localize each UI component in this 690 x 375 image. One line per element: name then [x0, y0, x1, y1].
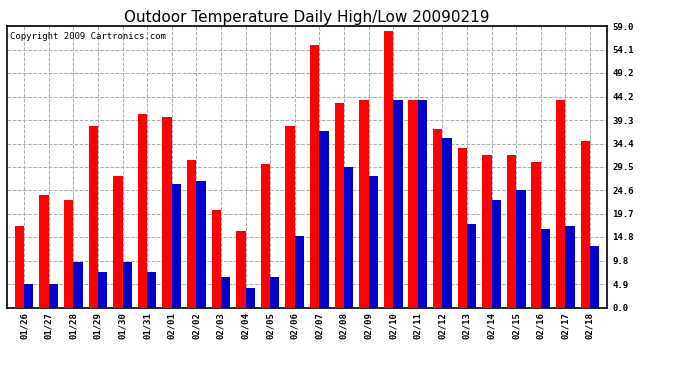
- Bar: [368, 176, 378, 308]
- Bar: [442, 138, 452, 308]
- Bar: [187, 160, 197, 308]
- Bar: [433, 129, 442, 308]
- Bar: [393, 100, 402, 308]
- Bar: [457, 148, 467, 308]
- Bar: [359, 100, 368, 308]
- Bar: [138, 114, 147, 308]
- Bar: [236, 231, 246, 308]
- Bar: [98, 272, 107, 308]
- Title: Outdoor Temperature Daily High/Low 20090219: Outdoor Temperature Daily High/Low 20090…: [124, 10, 490, 25]
- Bar: [24, 284, 34, 308]
- Bar: [556, 100, 565, 308]
- Bar: [221, 276, 230, 308]
- Bar: [39, 195, 49, 308]
- Bar: [49, 284, 58, 308]
- Bar: [417, 100, 427, 308]
- Bar: [113, 176, 123, 308]
- Bar: [64, 200, 73, 308]
- Bar: [286, 126, 295, 308]
- Bar: [590, 246, 600, 308]
- Bar: [212, 210, 221, 308]
- Bar: [335, 102, 344, 308]
- Bar: [507, 155, 516, 308]
- Bar: [482, 155, 491, 308]
- Bar: [147, 272, 157, 308]
- Bar: [73, 262, 83, 308]
- Bar: [123, 262, 132, 308]
- Text: Copyright 2009 Cartronics.com: Copyright 2009 Cartronics.com: [10, 32, 166, 41]
- Bar: [541, 229, 550, 308]
- Bar: [295, 236, 304, 308]
- Bar: [162, 117, 172, 308]
- Bar: [491, 200, 501, 308]
- Bar: [467, 224, 476, 308]
- Bar: [580, 141, 590, 308]
- Bar: [344, 167, 353, 308]
- Bar: [14, 226, 24, 308]
- Bar: [270, 276, 279, 308]
- Bar: [246, 288, 255, 308]
- Bar: [516, 190, 526, 308]
- Bar: [172, 183, 181, 308]
- Bar: [197, 181, 206, 308]
- Bar: [531, 162, 541, 308]
- Bar: [384, 31, 393, 308]
- Bar: [408, 100, 417, 308]
- Bar: [88, 126, 98, 308]
- Bar: [310, 45, 319, 308]
- Bar: [261, 165, 270, 308]
- Bar: [319, 131, 328, 308]
- Bar: [565, 226, 575, 308]
